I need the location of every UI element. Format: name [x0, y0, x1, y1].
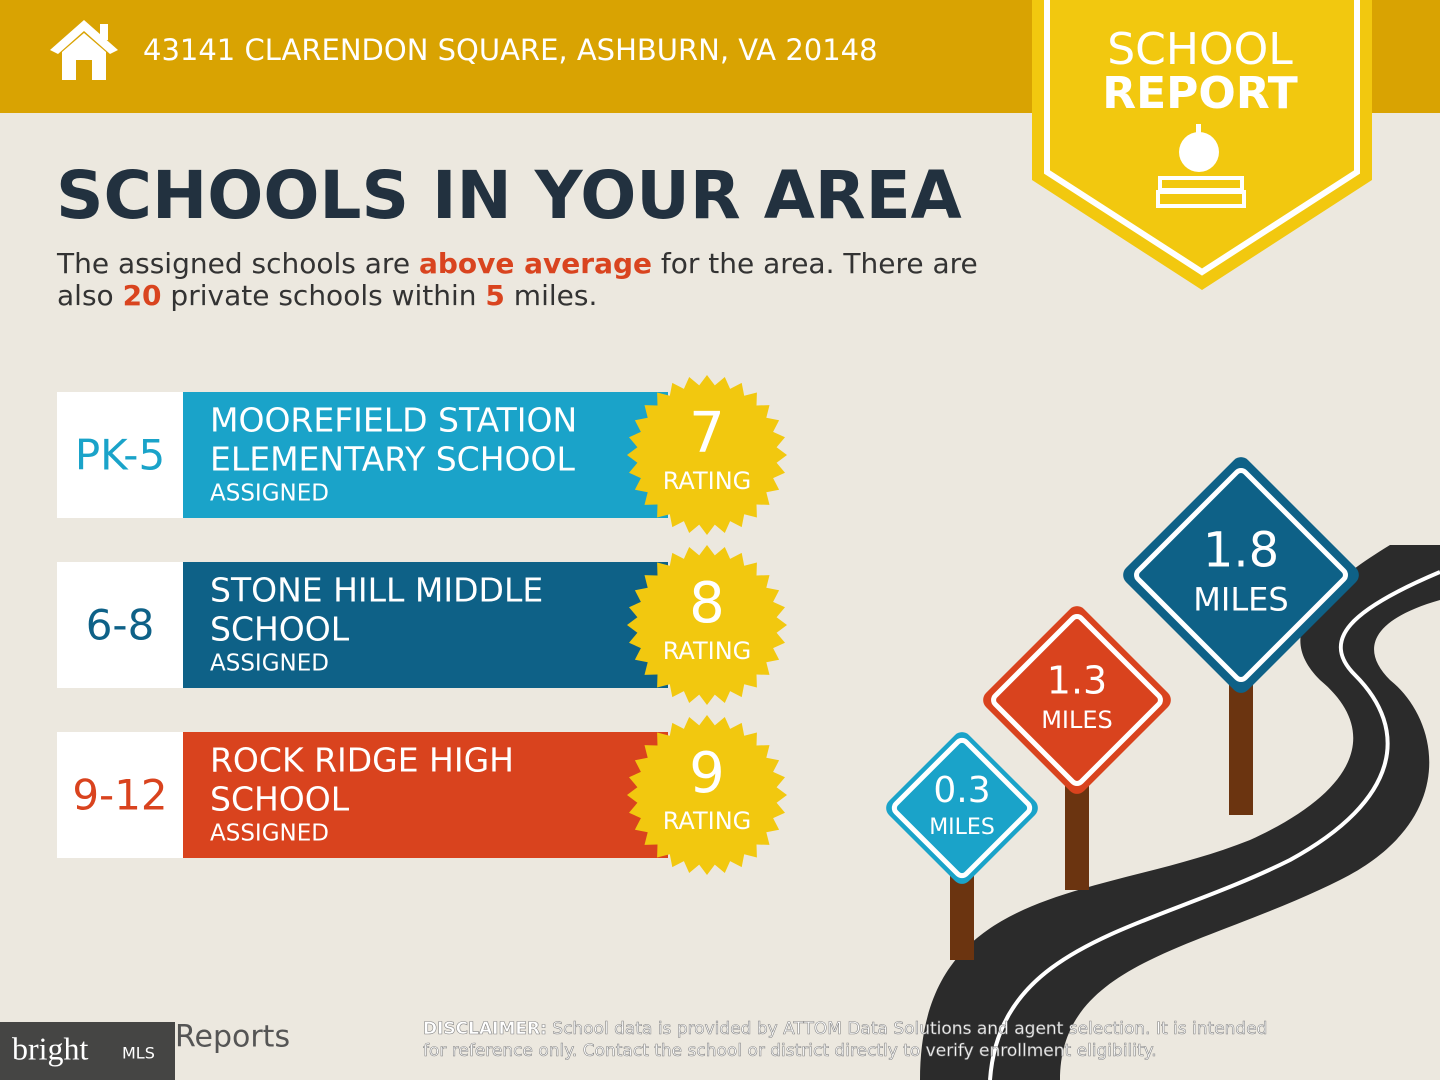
sign-distance: 1.3: [1047, 658, 1107, 702]
watermark-suffix: MLS: [122, 1044, 155, 1063]
grade: 6-8: [86, 601, 155, 650]
summary-highlight: 20: [123, 279, 162, 312]
house-icon: [50, 20, 118, 80]
disclaimer-text: School data is provided by ATTOM Data So…: [547, 1019, 1268, 1039]
sign-board: [983, 606, 1171, 794]
sign-board: [886, 732, 1038, 884]
grade-box: [57, 562, 183, 688]
sign-unit: MILES: [929, 815, 995, 840]
brand: Reports: [175, 1020, 290, 1055]
school-bar: [183, 392, 668, 518]
summary-line1: The assigned schools are above average f…: [56, 247, 978, 280]
disclaimer-line2: for reference only. Contact the school o…: [423, 1041, 1157, 1061]
badge: SCHOOL REPORT: [1032, 0, 1372, 290]
rating-star: [627, 715, 787, 875]
watermark-box: [0, 1022, 175, 1080]
school-bar: [183, 732, 668, 858]
rating-label: RATING: [663, 637, 752, 665]
address: 43141 CLARENDON SQUARE, ASHBURN, VA 2014…: [143, 33, 878, 67]
rating-label: RATING: [663, 467, 752, 495]
summary-text: private schools within: [162, 279, 486, 312]
summary-text: miles.: [505, 279, 597, 312]
school-name: ROCK RIDGE HIGH: [210, 741, 514, 780]
summary-text: for the area. There are: [652, 247, 978, 280]
grade-box: [57, 732, 183, 858]
summary-highlight: 5: [485, 279, 504, 312]
sign-unit: MILES: [1193, 580, 1288, 618]
sign-border: [991, 614, 1163, 786]
grade: 9-12: [72, 771, 167, 820]
sign-border: [1134, 468, 1348, 682]
grade-box: [57, 392, 183, 518]
summary-line2: also 20 private schools within 5 miles.: [57, 279, 597, 312]
disclaimer-label: DISCLAIMER:: [423, 1019, 547, 1039]
title: SCHOOLS IN YOUR AREA: [56, 157, 962, 234]
sign-distance: 0.3: [933, 770, 990, 811]
watermark: bright: [12, 1030, 89, 1066]
school-name: ELEMENTARY SCHOOL: [210, 440, 575, 479]
rating-label: RATING: [663, 807, 752, 835]
school-status: ASSIGNED: [210, 481, 329, 507]
sign-distance: 1.8: [1203, 522, 1279, 578]
school-name: MOOREFIELD STATION: [210, 401, 577, 440]
rating: 8: [689, 571, 725, 636]
school-status: ASSIGNED: [210, 651, 329, 677]
summary-highlight: above average: [419, 247, 652, 280]
road: [920, 545, 1440, 1080]
school-name: SCHOOL: [210, 780, 350, 819]
badge-line1: SCHOOL: [1107, 24, 1293, 75]
rating: 9: [689, 741, 725, 806]
sign-unit: MILES: [1041, 706, 1113, 734]
badge-line2: REPORT: [1102, 68, 1298, 119]
summary-text: The assigned schools are: [56, 247, 419, 280]
rating: 7: [689, 401, 725, 466]
school-name: STONE HILL MIDDLE: [210, 571, 543, 610]
rating-star: [627, 545, 787, 705]
sign-board: [1123, 457, 1359, 693]
footer: Reports bright MLS DISCLAIMER: School da…: [0, 1019, 1268, 1080]
school-status: ASSIGNED: [210, 821, 329, 847]
school-name: SCHOOL: [210, 610, 350, 649]
disclaimer-line1: DISCLAIMER: School data is provided by A…: [423, 1019, 1267, 1039]
sign-border: [891, 737, 1033, 879]
grade: PK-5: [75, 431, 165, 480]
rating-star: [627, 375, 787, 535]
summary-text: also: [57, 279, 123, 312]
school-bar: [183, 562, 668, 688]
